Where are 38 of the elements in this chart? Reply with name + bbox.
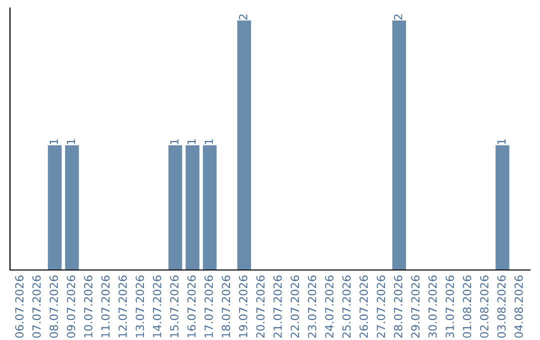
x-tick-label: 25.07.2026 — [342, 276, 351, 338]
data-label: 1 — [497, 139, 506, 144]
x-tick-label: 20.07.2026 — [256, 276, 265, 338]
x-tick-label: 14.07.2026 — [152, 276, 162, 338]
data-label: 1 — [50, 139, 58, 144]
x-tick-label: 04.08.2026 — [514, 276, 523, 338]
x-tick-label: 09.07.2026 — [66, 276, 76, 338]
x-tick-label: 19.07.2026 — [238, 276, 248, 338]
x-tick-label: 12.07.2026 — [118, 276, 127, 338]
x-tick-label: 22.07.2026 — [290, 276, 300, 338]
data-label: 1 — [66, 139, 76, 144]
x-tick-label: 21.07.2026 — [273, 276, 282, 338]
x-tick-label: 18.07.2026 — [222, 276, 230, 338]
x-tick-label: 24.07.2026 — [325, 276, 334, 338]
x-tick-label: 23.07.2026 — [308, 276, 316, 338]
x-tick-label: 07.07.2026 — [32, 276, 41, 338]
x-tick-label: 10.07.2026 — [84, 276, 92, 338]
x-tick-label: 16.07.2026 — [187, 276, 196, 338]
x-tick-label: 26.07.2026 — [360, 276, 368, 338]
x-tick-label: 27.07.2026 — [376, 276, 386, 338]
data-label: 1 — [204, 139, 213, 144]
x-tick-label: 28.07.2026 — [394, 276, 402, 338]
x-tick-label: 31.07.2026 — [446, 276, 454, 338]
x-tick-label: 17.07.2026 — [204, 276, 213, 338]
data-label: 1 — [170, 139, 178, 144]
x-tick-label: 13.07.2026 — [136, 276, 144, 338]
data-label: 1 — [187, 139, 196, 144]
x-tick-label: 08.07.2026 — [50, 276, 58, 338]
x-tick-label: 03.08.2026 — [497, 276, 506, 338]
x-tick-label: 01.08.2026 — [462, 276, 472, 338]
x-tick-label: 06.07.2026 — [15, 276, 24, 338]
x-tick-label: 29.07.2026 — [411, 276, 420, 338]
data-label: 2 — [394, 14, 402, 20]
x-tick-label: 11.07.2026 — [101, 276, 110, 338]
x-tick-label: 02.08.2026 — [480, 276, 488, 338]
x-tick-label: 15.07.2026 — [170, 276, 179, 338]
x-tick-label: 30.07.2026 — [428, 276, 437, 338]
data-label: 2 — [238, 14, 248, 20]
